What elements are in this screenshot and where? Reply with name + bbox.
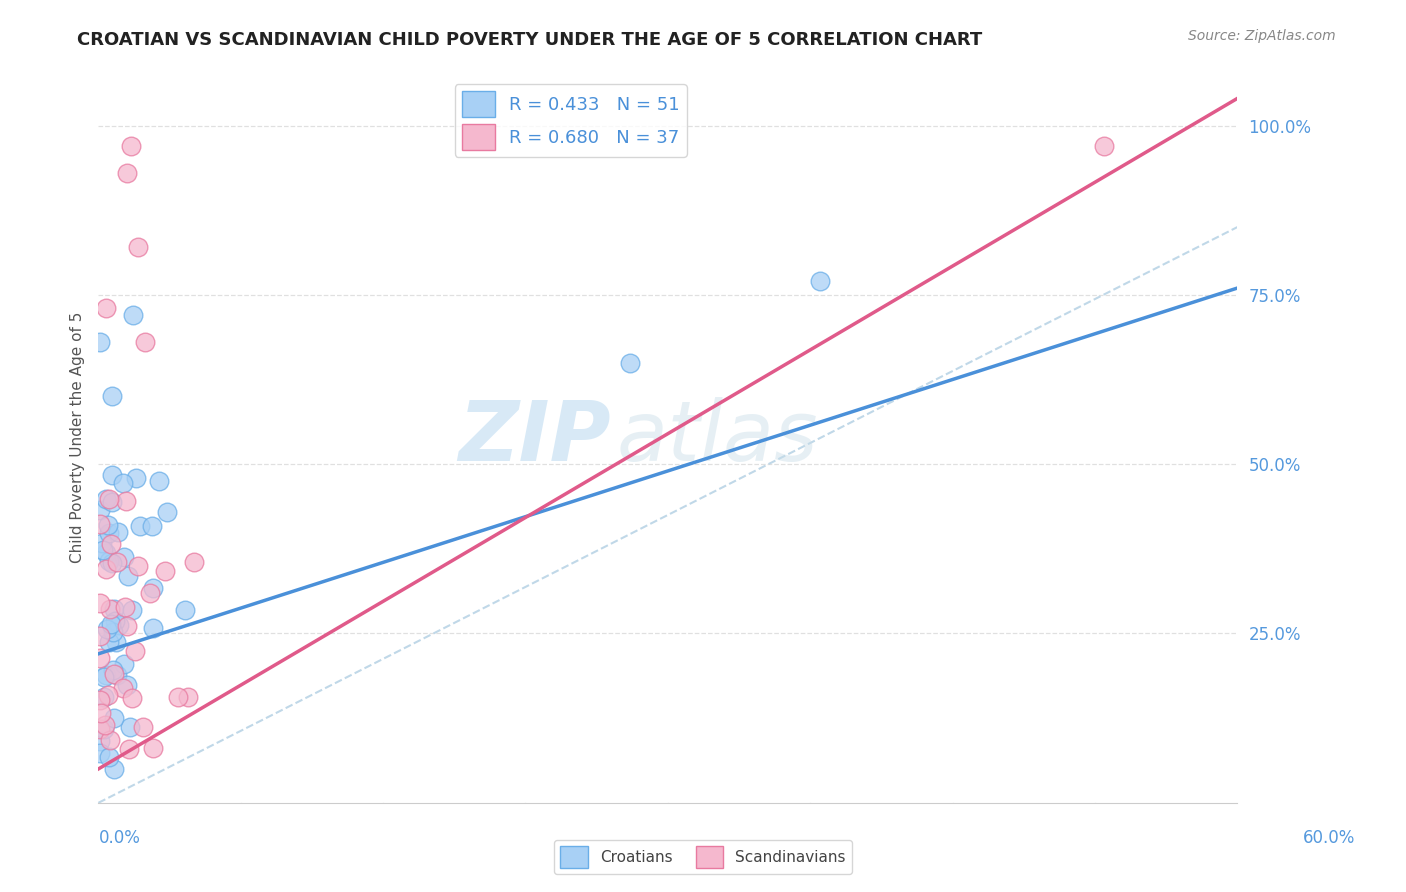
Point: [97, 525, 120, 540]
Point: [89, 596, 111, 610]
Point: [112, 657, 135, 672]
Point: [115, 166, 138, 180]
Point: [100, 389, 122, 403]
Point: [103, 625, 125, 640]
Point: [108, 618, 131, 632]
Point: [93, 670, 115, 684]
Point: [112, 681, 135, 696]
Point: [156, 506, 179, 520]
Point: [91, 543, 114, 558]
Point: [142, 582, 165, 596]
Point: [89, 335, 111, 350]
Point: [94, 301, 117, 316]
Point: [89, 722, 111, 736]
Text: ZIP: ZIP: [458, 397, 612, 477]
Point: [142, 740, 165, 755]
Point: [117, 568, 139, 582]
Point: [107, 524, 129, 539]
Point: [808, 274, 831, 288]
Point: [1094, 139, 1116, 153]
Point: [89, 503, 111, 517]
Text: 0.0%: 0.0%: [98, 830, 141, 847]
Point: [103, 667, 125, 681]
Point: [114, 494, 136, 508]
Point: [100, 537, 122, 551]
Point: [94, 491, 117, 506]
Point: [139, 586, 162, 600]
Point: [96, 562, 118, 576]
Text: Source: ZipAtlas.com: Source: ZipAtlas.com: [1188, 29, 1336, 43]
Point: [97, 749, 120, 764]
Point: [90, 536, 112, 550]
Point: [97, 518, 120, 533]
Point: [117, 678, 139, 692]
Point: [141, 519, 163, 533]
Point: [121, 603, 143, 617]
Point: [127, 240, 149, 254]
Point: [166, 690, 188, 705]
Text: CROATIAN VS SCANDINAVIAN CHILD POVERTY UNDER THE AGE OF 5 CORRELATION CHART: CROATIAN VS SCANDINAVIAN CHILD POVERTY U…: [77, 31, 983, 49]
Point: [103, 602, 125, 616]
Point: [89, 628, 111, 642]
Legend: R = 0.433   N = 51, R = 0.680   N = 37: R = 0.433 N = 51, R = 0.680 N = 37: [454, 84, 686, 157]
Point: [89, 734, 111, 748]
Text: atlas: atlas: [617, 397, 818, 477]
Point: [103, 762, 125, 776]
Point: [105, 555, 128, 569]
Point: [98, 635, 121, 649]
Point: [94, 546, 117, 560]
Point: [148, 474, 170, 488]
Point: [89, 517, 111, 532]
Point: [128, 519, 150, 533]
Point: [114, 599, 136, 614]
Point: [101, 556, 124, 570]
Point: [124, 471, 146, 485]
Point: [177, 690, 200, 704]
Point: [101, 663, 124, 677]
Point: [98, 554, 121, 568]
Point: [103, 711, 125, 725]
Point: [93, 722, 115, 736]
Point: [183, 555, 205, 569]
Point: [96, 622, 118, 636]
Point: [98, 733, 121, 747]
Point: [142, 621, 165, 635]
Point: [619, 355, 641, 369]
Point: [97, 492, 120, 507]
Point: [134, 335, 156, 350]
Point: [94, 717, 117, 731]
Point: [89, 746, 111, 760]
Point: [118, 720, 141, 734]
Point: [105, 635, 128, 649]
Point: [105, 668, 128, 682]
Point: [112, 549, 135, 564]
Point: [97, 688, 120, 702]
Point: [111, 475, 134, 490]
Point: [174, 602, 197, 616]
Point: [153, 564, 176, 578]
Point: [127, 559, 149, 574]
Y-axis label: Child Poverty Under the Age of 5: Child Poverty Under the Age of 5: [69, 311, 84, 563]
Point: [122, 308, 145, 322]
Point: [89, 692, 111, 706]
Point: [100, 616, 122, 631]
Point: [120, 139, 142, 153]
Point: [89, 706, 111, 721]
Legend: Croatians, Scandinavians: Croatians, Scandinavians: [554, 839, 852, 873]
Point: [101, 495, 124, 509]
Point: [101, 467, 124, 482]
Text: 60.0%: 60.0%: [1302, 830, 1355, 847]
Point: [98, 602, 121, 616]
Point: [104, 614, 127, 628]
Point: [115, 619, 138, 633]
Point: [89, 651, 111, 665]
Point: [132, 720, 155, 734]
Point: [93, 690, 115, 705]
Point: [96, 668, 118, 682]
Point: [121, 690, 143, 705]
Point: [118, 742, 141, 756]
Point: [124, 644, 146, 658]
